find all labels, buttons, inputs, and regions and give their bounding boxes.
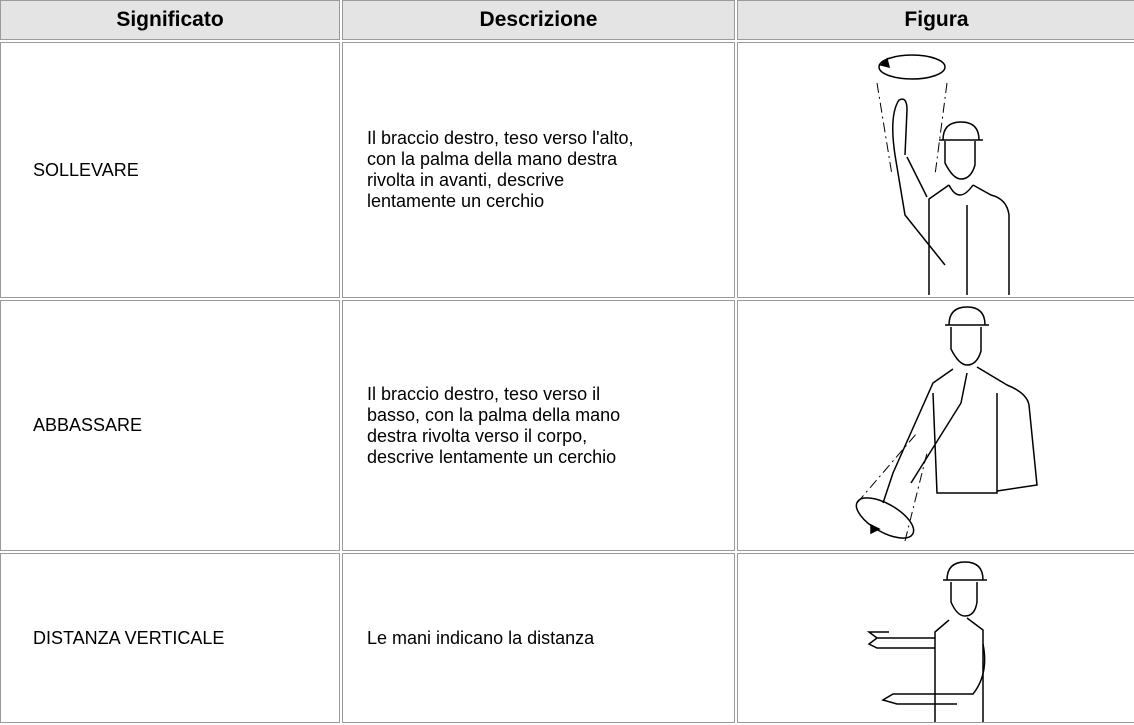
row: ABBASSARE Il braccio destro, teso verso … xyxy=(0,300,1134,551)
row: SOLLEVARE Il braccio destro, teso verso … xyxy=(0,42,1134,298)
row: DISTANZA VERTICALE Le mani indicano la d… xyxy=(0,553,1134,723)
figure-cell xyxy=(737,553,1134,723)
figure-distance xyxy=(866,561,987,722)
meaning-cell: DISTANZA VERTICALE xyxy=(0,553,340,723)
header-row: Significato Descrizione Figura xyxy=(0,0,1134,40)
header-cell: Figura xyxy=(737,0,1134,40)
description-cell: Le mani indicano la distanza xyxy=(342,553,735,723)
figure-cell xyxy=(737,42,1134,298)
description: Il braccio destro, teso verso l'alto, co… xyxy=(367,128,634,211)
header-cell: Significato xyxy=(0,0,340,40)
header-cell: Descrizione xyxy=(342,0,735,40)
figure-cell xyxy=(737,300,1134,551)
figure-raise xyxy=(876,54,1010,295)
description-cell: Il braccio destro, teso verso il basso, … xyxy=(342,300,735,551)
meaning-cell: SOLLEVARE xyxy=(0,42,340,298)
description: Il braccio destro, teso verso il basso, … xyxy=(367,383,621,467)
description-cell: Il braccio destro, teso verso l'alto, co… xyxy=(342,42,735,298)
figure-lower xyxy=(855,306,1038,542)
description: Le mani indicano la distanza xyxy=(367,627,595,648)
meaning-cell: ABBASSARE xyxy=(0,300,340,551)
